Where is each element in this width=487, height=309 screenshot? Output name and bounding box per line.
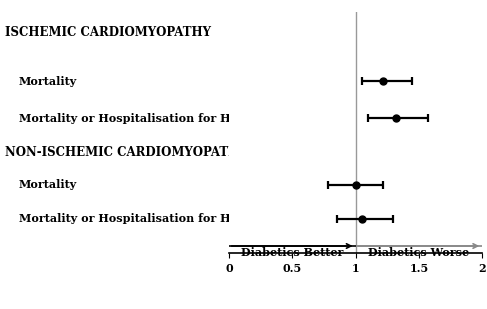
Text: ISCHEMIC CARDIOMYOPATHY: ISCHEMIC CARDIOMYOPATHY <box>5 26 211 39</box>
Text: NON-ISCHEMIC CARDIOMYOPATHY: NON-ISCHEMIC CARDIOMYOPATHY <box>5 146 247 159</box>
Text: Mortality: Mortality <box>19 76 77 87</box>
Text: Mortality: Mortality <box>19 179 77 190</box>
Text: Mortality or Hospitalisation for HF: Mortality or Hospitalisation for HF <box>19 214 238 224</box>
Text: Mortality or Hospitalisation for HF: Mortality or Hospitalisation for HF <box>19 112 238 124</box>
Text: Diabetics Better: Diabetics Better <box>241 247 343 258</box>
Text: Diabetics Worse: Diabetics Worse <box>368 247 469 258</box>
